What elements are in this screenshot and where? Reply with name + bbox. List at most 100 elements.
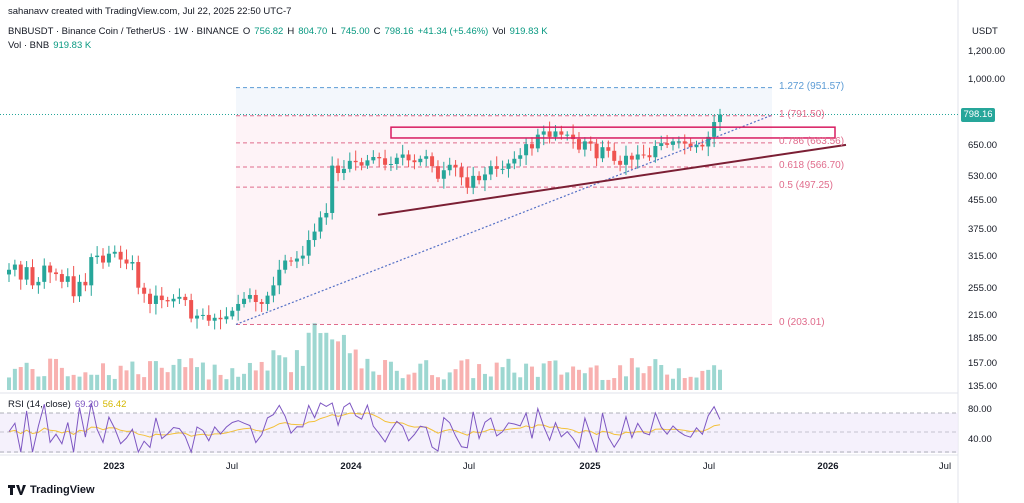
volume-bar: [459, 360, 464, 390]
volume-bar: [418, 363, 423, 390]
candle-body: [124, 259, 129, 264]
volume-bar: [77, 376, 82, 390]
volume-value: 919.83 K: [509, 26, 548, 37]
tradingview-logo[interactable]: TradingView: [8, 484, 95, 496]
volume-bar: [171, 364, 176, 390]
volume-bar: [271, 350, 276, 390]
candle-body: [247, 294, 252, 299]
candle-body: [294, 258, 299, 262]
time-tick: Jul: [225, 461, 239, 472]
price-tick: 215.00: [968, 309, 998, 321]
candle-body: [12, 264, 17, 270]
rsi-ma-value: 56.42: [102, 399, 127, 410]
volume-bar: [95, 374, 100, 390]
price-tick: 315.00: [968, 251, 998, 263]
volume-bar: [12, 368, 17, 390]
close-value: 798.16: [384, 26, 414, 37]
open-label: O: [242, 26, 251, 37]
candle-body: [224, 316, 229, 320]
price-tick: 455.00: [968, 194, 998, 206]
volume-bar: [612, 378, 617, 390]
volume-bar: [388, 361, 393, 390]
candle-body: [541, 131, 546, 135]
volume-bar: [694, 377, 699, 390]
symbol-title[interactable]: BNBUSDT · Binance Coin / TetherUS · 1W ·…: [8, 26, 239, 37]
candle-body: [618, 160, 623, 165]
candle-body: [306, 240, 311, 256]
rsi-legend: RSI (14, close) 69.20 56.42: [8, 399, 126, 410]
candle-body: [101, 255, 106, 263]
candle-body: [635, 154, 640, 160]
currency-label[interactable]: USDT: [972, 26, 998, 37]
rsi-tick: 80.00: [968, 404, 992, 415]
volume-bar: [48, 358, 53, 390]
candle-body: [7, 269, 11, 275]
high-label: H: [287, 26, 295, 37]
volume-bar: [341, 334, 346, 390]
volume-bar: [36, 376, 41, 390]
price-tick: 530.00: [968, 171, 998, 183]
support-trendline: [377, 143, 847, 216]
rsi-title[interactable]: RSI (14, close): [8, 399, 71, 410]
candle-body: [670, 141, 675, 145]
time-tick: 2024: [340, 461, 362, 472]
candle-body: [30, 267, 35, 286]
volume-bar: [582, 373, 587, 390]
volume-bar: [54, 358, 59, 390]
candle-body: [594, 143, 599, 159]
candle-body: [259, 302, 264, 304]
candle-body: [506, 163, 511, 169]
volume-bar: [553, 360, 558, 390]
candle-body: [430, 156, 435, 167]
volume-bar: [200, 362, 205, 390]
volume-bar: [42, 376, 47, 390]
candle-body: [95, 255, 100, 258]
candle-body: [518, 155, 523, 159]
volume-bar: [688, 376, 693, 390]
open-value: 756.82: [254, 26, 284, 37]
volume-bar: [394, 370, 399, 390]
volume-bar: [265, 370, 270, 390]
change-value: +41.34 (+5.46%): [417, 26, 489, 37]
volume-bar: [706, 369, 711, 390]
candle-body: [18, 264, 23, 280]
candle-body: [482, 174, 487, 181]
close-label: C: [373, 26, 381, 37]
candle-body: [559, 131, 564, 135]
volume-bar: [512, 372, 517, 390]
volume-bar: [218, 374, 223, 390]
volume-bar: [83, 372, 88, 390]
candle-body: [277, 269, 282, 286]
volume-bar: [289, 372, 294, 390]
candle-body: [136, 262, 141, 288]
volume-bar: [59, 367, 64, 390]
fib-label-4: 0.5 (497.25): [779, 180, 833, 192]
candle-body: [36, 281, 41, 286]
volume-series-label[interactable]: Vol · BNB: [8, 40, 50, 51]
candle-body: [383, 158, 388, 165]
volume-bar: [488, 376, 493, 390]
candle-body: [653, 146, 658, 158]
volume-bar: [224, 379, 229, 390]
fib-label-5: 0 (203.01): [779, 317, 825, 329]
time-tick: Jul: [462, 461, 476, 472]
time-tick: 2023: [103, 461, 125, 472]
volume-bar: [482, 373, 487, 390]
candle-body: [565, 134, 570, 136]
candle-body: [388, 164, 393, 166]
candle-body: [71, 276, 76, 297]
volume-bar: [318, 333, 323, 390]
time-tick: Jul: [938, 461, 952, 472]
volume-bar: [441, 379, 446, 390]
volume-label: Vol: [492, 26, 506, 37]
candle-body: [200, 314, 205, 316]
candle-body: [435, 166, 440, 179]
volume-bar: [212, 364, 217, 390]
candle-body: [318, 217, 323, 232]
symbol-ohlc-legend: BNBUSDT · Binance Coin / TetherUS · 1W ·…: [8, 26, 548, 37]
volume-bar: [447, 372, 452, 390]
volume-bar: [600, 379, 605, 390]
volume-bar: [24, 362, 29, 390]
candle-body: [336, 165, 341, 174]
